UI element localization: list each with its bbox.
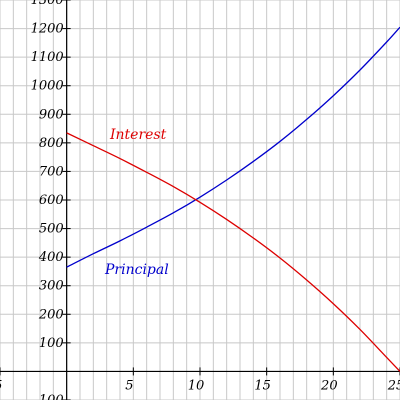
- series-line-interest: [66, 132, 400, 372]
- y-tick-label: 1100: [31, 50, 64, 65]
- y-tick-label: 300: [39, 279, 64, 294]
- y-tick-label: 1200: [31, 22, 64, 37]
- y-tick-label: 200: [38, 307, 64, 322]
- y-tick-label: 800: [39, 136, 64, 151]
- x-tick-label: 5: [125, 378, 133, 393]
- y-tick-label: 900: [39, 107, 64, 122]
- series-labels: Interest Principal: [104, 127, 169, 278]
- y-tick-label: -100: [34, 393, 63, 400]
- series-label-principal: Principal: [104, 262, 169, 278]
- x-tick-label: 25: [387, 378, 400, 393]
- series-label-interest: Interest: [109, 127, 167, 143]
- y-tick-label: 1000: [31, 79, 64, 94]
- series-lines: [66, 26, 400, 372]
- x-tick-label: 20: [320, 378, 338, 393]
- x-tick-label: 15: [254, 378, 271, 393]
- y-tick-label: 100: [39, 336, 64, 351]
- y-tick-label: 400: [38, 250, 64, 265]
- y-tick-label: 500: [39, 222, 64, 237]
- y-tick-label: 1300: [31, 0, 64, 8]
- x-tick-label: 10: [188, 378, 205, 393]
- y-tick-label: 700: [39, 164, 64, 179]
- series-line-principal: [66, 26, 400, 268]
- y-tick-label: 600: [39, 193, 64, 208]
- x-tick-label: -5: [0, 378, 2, 393]
